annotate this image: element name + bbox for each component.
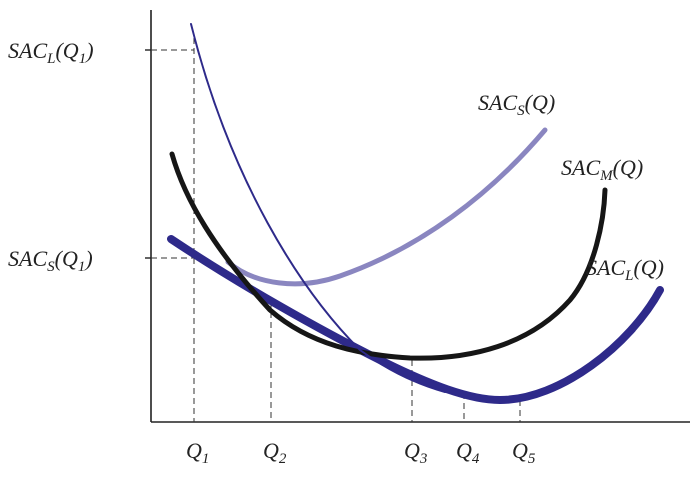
- curve-label-sac-l: SACL(Q): [586, 255, 664, 284]
- x-label-q1: Q1: [186, 438, 209, 467]
- x-label-q3: Q3: [404, 438, 427, 467]
- x-label-q2: Q2: [263, 438, 287, 467]
- y-label-sacs-q1: SACS(Q1): [8, 246, 93, 275]
- curve-sac-m: [169, 151, 608, 361]
- curve-sac-l: [167, 235, 664, 405]
- curve-sac-l-steep: [190, 23, 446, 393]
- curve-label-sac-s: SACS(Q): [478, 90, 555, 119]
- curve-label-sac-m: SACM(Q): [561, 155, 643, 184]
- x-label-q5: Q5: [512, 438, 536, 467]
- curve-sac-s: [225, 127, 548, 287]
- y-label-sacl-q1: SACL(Q1): [8, 38, 94, 67]
- x-label-q4: Q4: [456, 438, 480, 467]
